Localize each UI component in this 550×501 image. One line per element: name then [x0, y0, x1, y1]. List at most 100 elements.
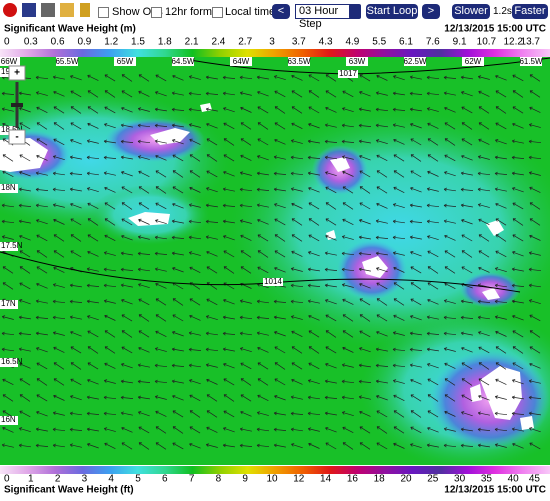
help-icon[interactable] — [3, 3, 17, 17]
scale-label: 0.3 — [24, 37, 38, 48]
label-bg — [114, 57, 136, 66]
select-arrow[interactable] — [349, 4, 361, 19]
label-bg — [462, 57, 484, 66]
prev-button[interactable]: < — [272, 4, 290, 19]
scale-label: 9 — [242, 474, 248, 485]
scale-label: 14 — [320, 474, 332, 485]
footer-title: Significant Wave Height (ft) — [4, 485, 134, 496]
latitude-label: 16.5N — [1, 357, 23, 366]
label-bg — [172, 57, 194, 66]
map: 1017 1014 66W 65.5W 65W 64.5W 64W 63.5W 63W 62.… — [0, 57, 550, 470]
scale-label: 18 — [374, 474, 386, 485]
scale-label: 1.5 — [131, 37, 145, 48]
scale-label: 2.4 — [211, 37, 225, 48]
scale-label: 12 — [293, 474, 305, 485]
lock-icon[interactable] — [80, 3, 90, 17]
label-bg — [288, 57, 310, 66]
scale-label: 3.7 — [292, 37, 306, 48]
scale-label: 0 — [4, 37, 10, 48]
color-scale-m — [0, 49, 550, 57]
scale-label: 0.6 — [51, 37, 65, 48]
latitude-label: 18N — [1, 183, 16, 192]
wave-arrows — [1, 74, 542, 450]
scale-label: 10 — [266, 474, 278, 485]
scale-label: 4.9 — [345, 37, 359, 48]
latitude-label: 17N — [1, 299, 16, 308]
faster-button[interactable]: Faster — [512, 4, 548, 19]
scale-label: 5.5 — [372, 37, 386, 48]
scale-label: 8 — [216, 474, 222, 485]
label-bg — [0, 358, 18, 367]
checkbox[interactable] — [212, 7, 223, 18]
isobar-label: 1017 — [339, 69, 357, 78]
scale-label: 0 — [4, 474, 10, 485]
isobar-label: 1014 — [264, 277, 282, 286]
longitude-label: 61.5W — [519, 57, 543, 66]
step-select[interactable]: 03 Hour Step — [295, 4, 352, 30]
latitude-label: 19N — [1, 67, 16, 76]
scale-label: 0.9 — [77, 37, 91, 48]
scale-label: 1 — [28, 474, 34, 485]
scale-label: 25 — [427, 474, 439, 485]
svg-text:+: + — [14, 68, 20, 79]
scale-label: 5 — [135, 474, 141, 485]
scale-label: 2.1 — [185, 37, 199, 48]
checkbox-label: 12hr format — [165, 6, 222, 18]
toolbar: Show Obs 12hr format Local time < 03 Hou… — [0, 0, 550, 30]
scale-label: 35 — [481, 474, 493, 485]
open-icon[interactable] — [60, 3, 74, 17]
header-time: 12/13/2015 15:00 UTC — [444, 24, 546, 35]
scale-label: 10.7 — [477, 37, 497, 48]
next-button[interactable]: > — [422, 4, 440, 19]
scale-label: 12.2 — [503, 37, 523, 48]
scale-label: 1.2 — [104, 37, 118, 48]
color-scale-ft — [0, 466, 550, 474]
label-bg — [0, 57, 20, 66]
scale-label: 2.7 — [238, 37, 252, 48]
scale-label: 2 — [55, 474, 61, 485]
scale-label: 40 — [508, 474, 520, 485]
scale-label: 45 — [529, 474, 541, 485]
longitude-label: 64W — [233, 57, 250, 66]
scale-label: 6.1 — [399, 37, 413, 48]
label-bg — [56, 57, 78, 66]
longitude-label: 65.5W — [55, 57, 79, 66]
label-bg — [0, 300, 18, 309]
longitude-label: 62W — [465, 57, 482, 66]
footer-time: 12/13/2015 15:00 UTC — [444, 485, 546, 496]
scale-label: 7 — [189, 474, 195, 485]
label-bg — [0, 416, 18, 425]
scale-label: 6 — [162, 474, 168, 485]
label-bg — [230, 57, 252, 66]
longitude-label: 65W — [117, 57, 134, 66]
scale-label: 9.1 — [453, 37, 467, 48]
slower-button[interactable]: Slower — [452, 4, 490, 19]
loop-button[interactable]: Start Loop — [366, 4, 418, 19]
longitude-label: 62.5W — [403, 57, 427, 66]
zoom-control[interactable]: + - — [8, 65, 26, 145]
checkbox[interactable] — [98, 7, 109, 18]
label-bg — [520, 57, 542, 66]
longitude-label: 63.5W — [287, 57, 311, 66]
print-icon[interactable] — [41, 3, 55, 17]
scale-label: 4.3 — [319, 37, 333, 48]
label-bg — [0, 242, 18, 251]
longitude-label: 66W — [1, 57, 18, 66]
scale-label: 13.7 — [521, 37, 541, 48]
latitude-label: 16N — [1, 415, 16, 424]
label-bg — [346, 57, 368, 66]
svg-text:-: - — [15, 132, 18, 143]
save-icon[interactable] — [22, 3, 36, 17]
scale-label: 3 — [82, 474, 88, 485]
speed-label: 1.2s — [493, 6, 512, 17]
scale-label: 7.6 — [426, 37, 440, 48]
scale-label: 16 — [347, 474, 359, 485]
scale-label: 30 — [454, 474, 466, 485]
scale-label: 1.8 — [158, 37, 172, 48]
label-bg — [404, 57, 426, 66]
checkbox[interactable] — [151, 7, 162, 18]
header-title: Significant Wave Height (m) — [4, 24, 136, 35]
scale-label: 4 — [108, 474, 114, 485]
